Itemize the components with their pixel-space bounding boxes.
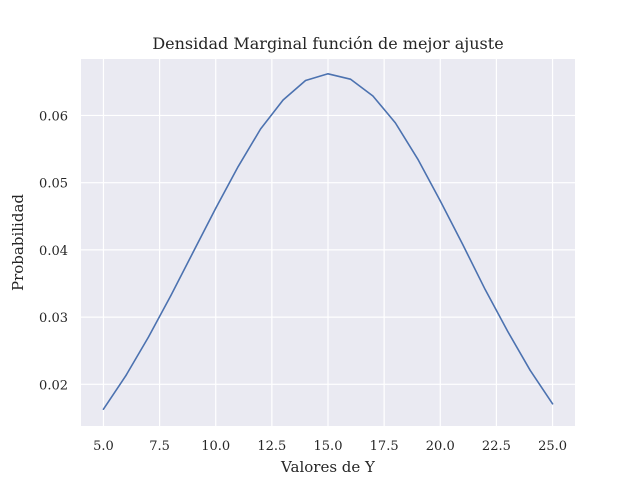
data-point (215, 207, 217, 209)
x-tick-label: 7.5 (149, 439, 170, 454)
x-axis-label: Valores de Y (280, 458, 376, 476)
data-point (529, 369, 531, 371)
data-point (349, 78, 352, 80)
data-point (439, 200, 441, 202)
y-tick-label: 0.06 (39, 109, 68, 124)
data-point (125, 374, 127, 377)
data-point (192, 251, 194, 253)
x-tick-label: 12.5 (257, 439, 286, 454)
x-tick-label: 20.0 (426, 439, 455, 454)
data-point (462, 243, 464, 246)
x-tick-label: 10.0 (201, 439, 230, 454)
data-point (282, 99, 284, 101)
chart-title: Densidad Marginal función de mejor ajust… (152, 34, 503, 53)
data-point (394, 122, 396, 124)
grid-lines (81, 59, 575, 426)
data-point (484, 288, 486, 291)
x-tick-label: 15.0 (314, 439, 343, 454)
x-tick-label: 22.5 (482, 439, 511, 454)
x-tick-label: 17.5 (370, 439, 399, 454)
y-tick-label: 0.03 (39, 311, 68, 326)
data-point (260, 128, 262, 130)
data-point (372, 95, 374, 97)
data-point (237, 165, 239, 168)
y-axis-label: Probabilidad (9, 194, 27, 291)
y-tick-label: 0.02 (39, 378, 68, 393)
data-point (327, 73, 329, 75)
x-tick-labels: 5.0 7.5 10.0 12.5 15.0 17.5 20.0 22.5 25.0 (93, 439, 567, 454)
data-point (551, 403, 554, 405)
y-tick-label: 0.04 (39, 244, 68, 259)
data-point (507, 330, 509, 332)
x-tick-label: 5.0 (93, 439, 114, 454)
data-point (304, 79, 307, 82)
series-group (102, 72, 554, 411)
data-point (170, 295, 172, 297)
y-tick-labels: 0.02 0.03 0.04 0.05 0.06 (39, 109, 68, 393)
data-point (417, 158, 419, 160)
data-point (147, 336, 149, 338)
data-point (102, 408, 105, 410)
x-tick-label: 25.0 (538, 439, 567, 454)
y-tick-label: 0.05 (39, 177, 68, 192)
